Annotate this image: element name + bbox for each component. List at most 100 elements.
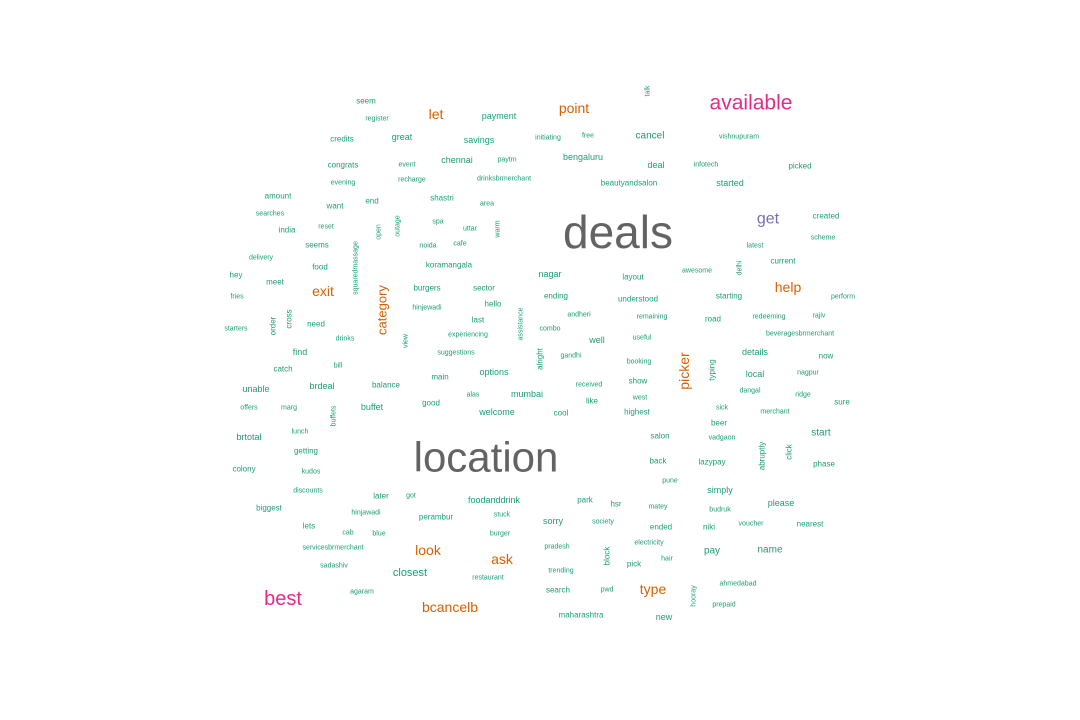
- word-matey: matey: [648, 504, 668, 511]
- word-vadgaon: vadgaon: [709, 435, 736, 442]
- word-let: let: [429, 106, 444, 122]
- word-cancel: cancel: [636, 131, 665, 142]
- word-order: order: [269, 316, 278, 335]
- word-remaining: remaining: [637, 314, 668, 321]
- word-sadashiv: sadashiv: [320, 563, 348, 570]
- word-started: started: [716, 178, 744, 188]
- word-like: like: [586, 397, 599, 406]
- word-colony: colony: [232, 465, 255, 474]
- word-society: society: [592, 519, 614, 526]
- word-register: register: [365, 116, 389, 123]
- word-beautyandsalon: beautyandsalon: [601, 179, 658, 188]
- word-savings: savings: [464, 135, 495, 145]
- word-please: please: [768, 498, 795, 508]
- word-chennai: chennai: [441, 155, 473, 165]
- word-type: type: [640, 581, 667, 597]
- word-cross: cross: [285, 309, 294, 328]
- word-deals: deals: [563, 206, 673, 258]
- word-rajiv: rajiv: [813, 313, 826, 320]
- word-merchant: merchant: [760, 409, 789, 416]
- word-redeeming: redeeming: [752, 314, 785, 321]
- word-fries: fries: [230, 294, 244, 301]
- word-abruptly: abruptly: [758, 442, 767, 470]
- word-meet: meet: [266, 278, 285, 287]
- word-delivery: delivery: [249, 255, 274, 262]
- word-cafe: cafe: [453, 241, 466, 248]
- word-bill: bill: [334, 363, 343, 370]
- word-phase: phase: [813, 460, 835, 469]
- word-picked: picked: [788, 162, 811, 171]
- word-cab: cab: [342, 530, 353, 537]
- word-event: event: [398, 162, 415, 169]
- word-awesome: awesome: [682, 268, 712, 275]
- word-alas: alas: [467, 392, 480, 399]
- word-good: good: [422, 399, 440, 408]
- word-picker: picker: [676, 352, 692, 390]
- word-biggest: biggest: [256, 504, 283, 513]
- word-squaredmassage: squaredmassage: [353, 241, 360, 295]
- word-name: name: [757, 545, 782, 556]
- word-well: well: [588, 335, 605, 345]
- word-seems: seems: [305, 241, 329, 250]
- word-shastri: shastri: [430, 194, 454, 203]
- word-layout: layout: [622, 273, 644, 282]
- word-end: end: [365, 197, 378, 206]
- word-budruk: budruk: [709, 507, 731, 514]
- word-lazypay: lazypay: [698, 458, 725, 467]
- word-blue: blue: [372, 531, 385, 538]
- word-congrats: congrats: [328, 161, 359, 170]
- word-booking: booking: [627, 359, 652, 366]
- word-infotech: infotech: [694, 162, 719, 169]
- word-options: options: [479, 367, 509, 377]
- word-cloud-words: deals location available best get point let exi…: [224, 85, 855, 622]
- word-alright: alright: [536, 347, 545, 370]
- word-hsr: hsr: [610, 500, 621, 509]
- word-agaram: agaram: [350, 589, 374, 596]
- word-noida: noida: [419, 243, 436, 250]
- word-india: india: [279, 226, 296, 235]
- word-current: current: [771, 257, 797, 266]
- word-amount: amount: [265, 192, 292, 201]
- word-latest: latest: [747, 243, 764, 250]
- word-brtotal: brtotal: [236, 432, 261, 442]
- word-suggestions: suggestions: [437, 350, 475, 357]
- word-sure: sure: [834, 398, 850, 407]
- word-beer: beer: [711, 419, 727, 428]
- word-seem: seem: [356, 97, 376, 106]
- word-sick: sick: [716, 405, 729, 412]
- word-talk: talk: [645, 85, 652, 96]
- word-local: local: [746, 369, 765, 379]
- word-ridge: ridge: [795, 392, 811, 399]
- word-scheme: scheme: [811, 235, 836, 242]
- word-welcome: welcome: [478, 407, 515, 417]
- word-start: start: [811, 428, 831, 439]
- word-ahmedabad: ahmedabad: [720, 581, 757, 588]
- word-click: click: [785, 443, 794, 460]
- word-hinjewadi: hinjewadi: [412, 305, 442, 312]
- word-perform: perform: [831, 294, 855, 301]
- word-lets: lets: [303, 522, 315, 531]
- word-delhi: delhi: [737, 260, 744, 275]
- word-details: details: [742, 347, 769, 357]
- word-pay: pay: [704, 546, 720, 557]
- word-food: food: [312, 263, 328, 272]
- word-pwd: pwd: [601, 587, 614, 594]
- word-look: look: [415, 542, 442, 558]
- word-received: received: [576, 382, 603, 389]
- word-drinksbrmerchant: drinksbrmerchant: [477, 176, 531, 183]
- word-simply: simply: [707, 485, 733, 495]
- word-available: available: [710, 92, 793, 115]
- word-last: last: [472, 316, 485, 325]
- word-location: location: [414, 434, 559, 481]
- word-outage: outage: [395, 215, 402, 237]
- word-koramangala: koramangala: [426, 261, 473, 270]
- word-bengaluru: bengaluru: [563, 152, 603, 162]
- word-servicesbrmerchant: servicesbrmerchant: [302, 545, 363, 552]
- word-created: created: [813, 212, 840, 221]
- word-nagpur: nagpur: [797, 370, 819, 377]
- word-niki: niki: [703, 523, 715, 532]
- word-got: got: [406, 493, 416, 500]
- word-want: want: [326, 202, 345, 211]
- word-pune: pune: [662, 478, 678, 485]
